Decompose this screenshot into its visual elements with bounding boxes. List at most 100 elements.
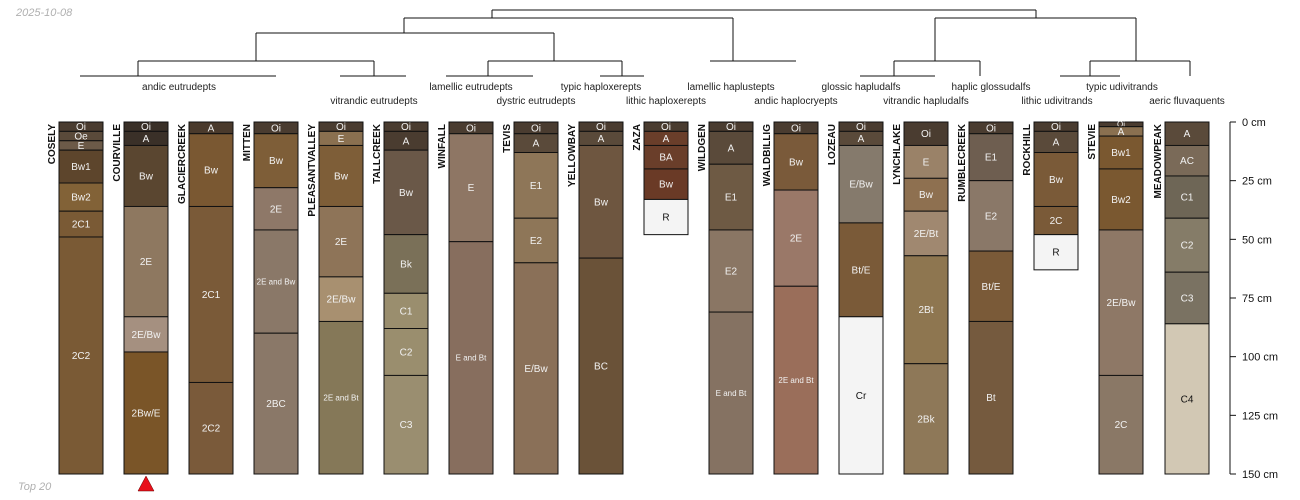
horizon-label: R: [662, 213, 669, 224]
horizon-label: Oi: [791, 123, 801, 134]
soil-profile: OiA E/Bw Bt/E Cr LOZEAU: [827, 121, 884, 475]
horizon-label: Bw1: [1111, 148, 1131, 159]
profile-name: ZAZA: [632, 124, 643, 151]
horizon-block: [773, 285, 819, 475]
profile-name: WALDBILLIG: [762, 124, 773, 186]
horizon-block: [708, 311, 754, 475]
profile-name: WINFALL: [437, 124, 448, 168]
horizon-block: [123, 316, 169, 353]
horizon-label: Bw: [139, 171, 154, 182]
horizon-label: E1: [725, 193, 738, 204]
horizon-block: [903, 210, 949, 257]
horizon-label: Bw2: [71, 193, 91, 204]
marker-triangle-icon: [137, 475, 155, 492]
horizon-label: A: [1118, 127, 1125, 138]
dendrogram: [80, 9, 1191, 77]
soil-profile: Oi Bw 2E 2E and Bw 2BC MITTEN: [242, 121, 299, 475]
horizon-label: Oi: [1117, 120, 1125, 129]
horizon-label: Bw: [789, 157, 804, 168]
soil-profile: OiA BA Bw R ZAZA: [632, 121, 689, 236]
horizon-block: [708, 229, 754, 313]
horizon-label: Oi: [726, 122, 736, 133]
profile-name: ROCKHILL: [1022, 124, 1033, 176]
horizon-block: [968, 320, 1014, 475]
horizon-block: [1098, 135, 1144, 170]
horizon-label: A: [533, 139, 540, 150]
horizon-label: Bw1: [71, 162, 91, 173]
taxon-label: lithic haploxerepts: [626, 96, 706, 107]
taxon-label: haplic glossudalfs: [952, 82, 1031, 93]
horizon-label: Bw: [1049, 175, 1064, 186]
horizon-block: [513, 262, 559, 475]
horizon-label: Bw: [659, 180, 674, 191]
horizon-label: Oi: [466, 123, 476, 134]
horizon-label: 2E: [790, 234, 803, 245]
horizon-label: Cr: [856, 391, 867, 402]
profile-name: STEVIE: [1087, 124, 1098, 160]
horizon-label: E/Bw: [524, 364, 548, 375]
horizon-label: Bw: [594, 197, 609, 208]
horizon-label: Oi: [336, 122, 346, 133]
horizon-label: 2C1: [202, 290, 221, 301]
date-stamp: 2025-10-08: [16, 7, 73, 19]
horizon-block: [838, 144, 884, 224]
horizon-block: [188, 133, 234, 207]
horizon-label: Oi: [271, 123, 281, 134]
soil-profile: Oi E Bw 2E/Bt 2Bt 2Bk LYNCHLAKE: [892, 121, 949, 475]
horizon-block: [383, 292, 429, 330]
horizon-label: C2: [400, 347, 413, 358]
axis-tick-label: 150 cm: [1242, 469, 1278, 481]
horizon-block: [773, 189, 819, 287]
horizon-block: [253, 133, 299, 189]
horizon-block: [58, 236, 104, 475]
horizon-block: [383, 374, 429, 475]
profile-name: LOZEAU: [827, 124, 838, 165]
horizon-label: BA: [659, 153, 673, 164]
horizon-label: 2E: [335, 237, 348, 248]
horizon-block: [58, 182, 104, 212]
horizon-block: [513, 152, 559, 219]
horizon-label: E2: [725, 267, 738, 278]
horizon-block: [708, 130, 754, 165]
taxon-label: dystric eutrudepts: [497, 96, 576, 107]
horizon-label: E and Bt: [716, 389, 747, 398]
profile-name: MITTEN: [242, 124, 253, 161]
soil-profile: Oi E1 E2 Bt/E Bt RUMBLECREEK: [957, 121, 1014, 475]
horizon-label: A: [1184, 129, 1191, 140]
horizon-block: [448, 241, 494, 475]
axis-tick-label: 125 cm: [1242, 410, 1278, 422]
horizon-label: 2C: [1050, 216, 1063, 227]
horizon-block: [903, 144, 949, 179]
taxon-label: vitrandic hapludalfs: [883, 96, 969, 107]
horizon-label: E: [923, 157, 930, 168]
horizon-label: 2E/Bw: [1107, 298, 1137, 309]
horizon-block: [1098, 229, 1144, 376]
taxon-label: aeric fluvaquents: [1149, 96, 1225, 107]
horizon-label: A: [663, 134, 670, 145]
horizon-label: Oi: [531, 123, 541, 134]
horizon-label: E/Bw: [849, 180, 873, 191]
taxon-label: lamellic eutrudepts: [429, 82, 512, 93]
horizon-label: A: [728, 143, 735, 154]
soil-profile: A AC C1 C2 C3 C4 MEADOWPEAK: [1153, 121, 1210, 475]
soil-profile: Oi A E1 E2 E/Bw TEVIS: [502, 121, 559, 475]
horizon-label: AC: [1180, 156, 1194, 167]
horizon-label: 2Bk: [917, 414, 935, 425]
horizon-label: E2: [530, 236, 543, 247]
horizon-block: [58, 210, 104, 238]
profile-name: YELLOWBAY: [567, 124, 578, 187]
soil-profile: A Bw 2C1 2C2 GLACIERCREEK: [177, 121, 234, 475]
taxon-label: andic haplocryepts: [754, 96, 837, 107]
horizon-label: 2E/Bw: [327, 295, 357, 306]
horizon-label: Oe: [74, 132, 88, 143]
taxon-label: lithic udivitrands: [1021, 96, 1092, 107]
axis-tick-label: 100 cm: [1242, 352, 1278, 364]
horizon-label: R: [1052, 248, 1059, 259]
taxon-label: vitrandic eutrudepts: [330, 96, 417, 107]
horizon-block: [578, 257, 624, 475]
horizon-label: 2E: [140, 257, 153, 268]
horizon-block: [773, 133, 819, 191]
soil-profile: Oi Bw 2E 2E and Bt WALDBILLIG: [762, 121, 819, 475]
